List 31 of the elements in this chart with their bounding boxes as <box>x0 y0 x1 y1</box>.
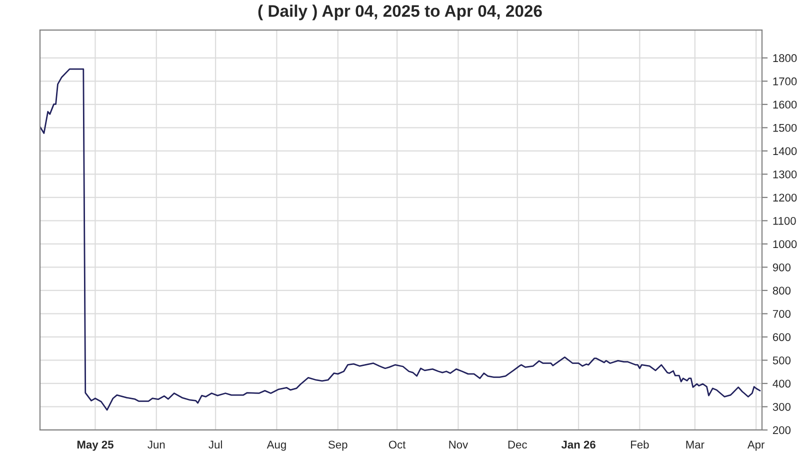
y-tick-label: 1800 <box>773 54 797 62</box>
y-tick-label: 1400 <box>773 147 797 156</box>
x-tick-label: May 25 <box>77 440 114 451</box>
y-tick-label: 700 <box>772 310 791 318</box>
x-tick-label: Jan 26 <box>561 440 596 449</box>
line-series <box>40 68 761 411</box>
chart-title: ( Daily ) Apr 04, 2025 to Apr 04, 2026 <box>258 4 542 20</box>
y-tick-label: 1700 <box>773 77 797 86</box>
y-tick-label: 1500 <box>773 124 797 132</box>
y-tick-label: 200 <box>772 426 791 434</box>
x-tick-label: Apr <box>747 440 765 451</box>
y-tick-label: 1600 <box>773 100 797 109</box>
y-tick-label: 800 <box>772 286 791 295</box>
y-tick-label: 1300 <box>773 170 797 178</box>
y-tick-label: 400 <box>772 380 791 388</box>
x-tick-label: Feb <box>631 440 649 449</box>
x-tick-label: Sep <box>328 440 348 451</box>
x-tick-label: Oct <box>388 440 406 449</box>
x-tick-label: Jul <box>208 440 222 449</box>
y-tick-label: 900 <box>772 263 791 272</box>
x-tick-label: Mar <box>686 440 704 449</box>
x-tick-label: Jun <box>148 440 165 449</box>
x-tick-label: Nov <box>449 440 468 449</box>
x-tick-label: Dec <box>508 440 527 449</box>
y-tick-label: 500 <box>772 356 791 364</box>
y-tick-label: 600 <box>772 333 791 342</box>
y-tick-label: 1200 <box>773 194 797 202</box>
x-tick-label: Aug <box>266 440 286 451</box>
y-tick-label: 300 <box>772 402 791 411</box>
y-tick-label: 1100 <box>773 216 796 225</box>
y-tick-label: 1000 <box>773 240 797 248</box>
